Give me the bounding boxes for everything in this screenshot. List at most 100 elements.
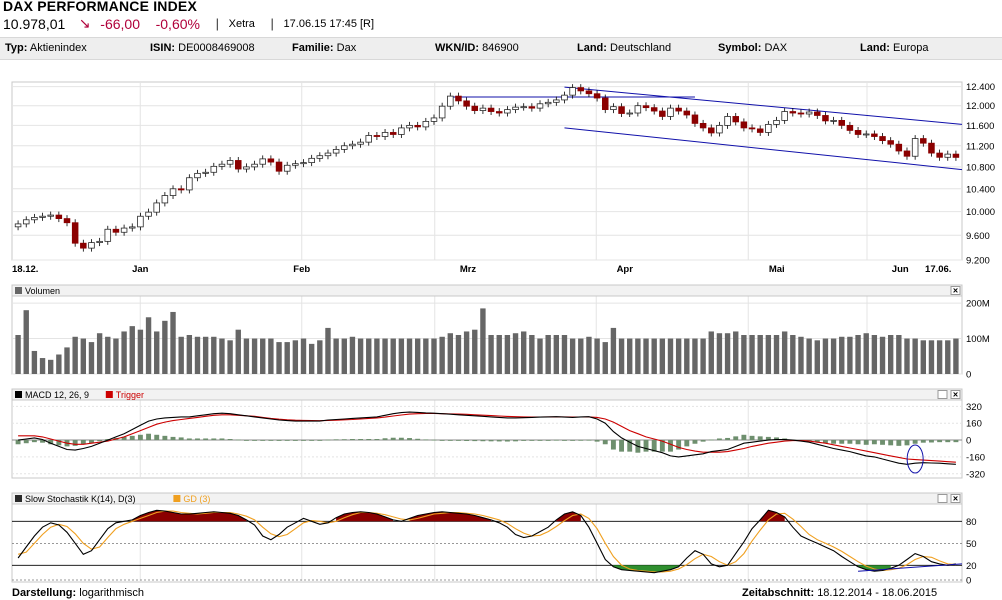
y-tick-label: 10.400	[966, 184, 995, 195]
info-value: Dax	[336, 42, 357, 54]
macd-histogram-bar	[268, 440, 274, 441]
volume-bar	[716, 333, 723, 374]
volume-bar	[463, 331, 470, 374]
volume-bar	[618, 338, 625, 374]
info-item: ISIN: DE0008469008	[150, 42, 255, 54]
macd-histogram-bar	[48, 440, 54, 445]
volume-bar	[414, 338, 421, 374]
volume-bar	[724, 333, 731, 374]
macd-histogram-bar	[366, 439, 372, 441]
candle-down	[879, 136, 886, 142]
macd-histogram-bar	[301, 440, 306, 441]
close-icon[interactable]: ×	[953, 286, 958, 296]
close-icon[interactable]: ×	[953, 494, 958, 504]
macd-histogram-bar	[252, 440, 258, 441]
macd-histogram-bar	[521, 440, 527, 441]
info-item: Familie: Dax	[292, 42, 356, 54]
macd-histogram-bar	[137, 434, 143, 441]
y-tick-label: 12.400	[966, 82, 995, 93]
volume-bar	[521, 331, 527, 374]
candle-down	[177, 188, 185, 191]
macd-histogram-bar	[627, 440, 633, 452]
macd-histogram-bar	[195, 438, 200, 441]
macd-histogram-bar	[553, 439, 559, 441]
macd-histogram-bar	[937, 440, 943, 443]
candle-up	[357, 141, 364, 145]
candle-down	[691, 114, 699, 124]
volume-bar	[879, 336, 886, 374]
candle-down	[463, 100, 470, 107]
candle-up	[210, 165, 218, 173]
candle-down	[732, 116, 739, 123]
candle-down	[80, 242, 87, 249]
price-change-percent: -0,60%	[155, 15, 200, 32]
candle-down	[936, 152, 943, 158]
close-icon[interactable]	[950, 286, 961, 295]
macd-histogram-bar	[708, 439, 714, 441]
volume-bar	[896, 335, 902, 374]
volume-bar	[194, 336, 201, 374]
volume-bar	[553, 335, 560, 374]
overbought-fill	[409, 511, 492, 522]
volume-bar	[798, 336, 804, 374]
candle-down	[528, 106, 536, 109]
info-value: DE0008469008	[178, 42, 255, 54]
volume-bar	[80, 338, 87, 374]
macd-histogram-bar	[390, 437, 396, 441]
macd-histogram-bar	[121, 436, 127, 441]
volume-bar	[219, 338, 225, 374]
macd-histogram-bar	[333, 439, 339, 441]
macd-histogram-bar	[888, 440, 894, 446]
close-icon[interactable]: ×	[953, 390, 958, 400]
candle-up	[610, 106, 617, 110]
volume-bar	[936, 340, 943, 374]
candle-down	[577, 87, 585, 92]
footer-period-value: 18.12.2014 - 18.06.2015	[817, 587, 938, 599]
volume-bar	[675, 338, 682, 374]
volume-bar	[814, 340, 820, 374]
macd-histogram-bar	[325, 439, 331, 441]
info-value: 846900	[482, 42, 519, 54]
volume-bar	[431, 338, 437, 374]
volume-bar	[170, 311, 176, 374]
volume-bar	[96, 333, 103, 374]
volume-bar	[447, 333, 453, 374]
volume-bar	[48, 359, 54, 374]
volume-bar	[904, 338, 910, 374]
candle-down	[708, 127, 715, 134]
macd-panel	[11, 388, 963, 479]
info-value: Aktienindex	[29, 42, 87, 54]
volume-bar	[602, 342, 608, 374]
macd-histogram-bar	[464, 440, 470, 442]
volume-bar	[178, 336, 184, 374]
macd-histogram-bar	[847, 440, 853, 444]
volume-bar	[64, 347, 70, 374]
volume-bar	[667, 338, 674, 374]
volume-bar	[488, 335, 494, 374]
volume-bar	[692, 338, 698, 374]
volume-bar	[39, 358, 46, 374]
close-icon[interactable]	[950, 390, 961, 399]
macd-histogram-bar	[725, 437, 731, 441]
candle-down	[267, 158, 275, 163]
candle-down	[63, 218, 71, 224]
info-label: Familie:	[292, 42, 334, 54]
settings-icon[interactable]	[937, 390, 948, 399]
volume-bar	[186, 335, 193, 374]
macd-histogram-bar	[235, 439, 241, 441]
volume-bar	[349, 336, 356, 374]
y-tick-label: 11.200	[966, 141, 994, 152]
settings-icon[interactable]	[937, 494, 948, 503]
candle-up	[153, 202, 160, 213]
volume-bar	[154, 331, 160, 374]
volume-bar	[822, 338, 829, 374]
volume-bar	[211, 336, 217, 374]
y-tick-label: -160	[966, 452, 985, 463]
candle-up	[406, 124, 413, 129]
candle-up	[308, 157, 315, 164]
candle-up	[634, 105, 642, 114]
info-item: Land: Europa	[860, 42, 929, 54]
close-icon[interactable]	[950, 494, 961, 503]
candle-up	[626, 112, 633, 115]
candle-up	[430, 117, 438, 122]
